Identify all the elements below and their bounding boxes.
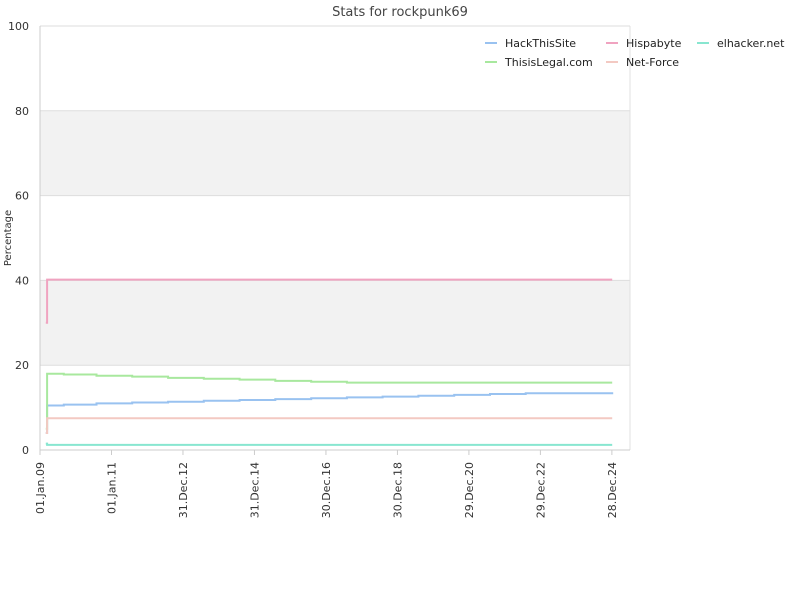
y-axis-label: Percentage: [3, 210, 14, 266]
legend-label: Net-Force: [626, 56, 679, 69]
x-tick-label: 30.Dec.16: [320, 462, 333, 518]
legend-label: HackThisSite: [505, 37, 576, 50]
legend-label: ThisisLegal.com: [504, 56, 593, 69]
series-line-hackthissite: [45, 392, 614, 434]
y-tick-label: 100: [8, 20, 29, 33]
series-line-hispabyte: [45, 278, 613, 324]
legend-label: elhacker.net: [717, 37, 785, 50]
x-tick-label: 31.Dec.12: [177, 462, 190, 518]
chart-title: Stats for rockpunk69: [332, 5, 468, 20]
grid-band: [40, 110, 630, 196]
series-line-thisislegal-com: [45, 372, 613, 430]
y-tick-label: 0: [22, 444, 29, 457]
x-tick-label: 31.Dec.14: [248, 462, 261, 518]
y-tick-label: 60: [15, 190, 29, 203]
y-tick-label: 20: [15, 359, 29, 372]
series-line-elhacker-net: [45, 442, 613, 446]
y-tick-label: 80: [15, 105, 29, 118]
x-tick-label: 01.Jan.11: [105, 462, 118, 514]
grid-band: [40, 280, 630, 366]
x-tick-label: 01.Jan.09: [34, 462, 47, 514]
x-tick-label: 29.Dec.22: [534, 462, 547, 518]
x-tick-label: 30.Dec.18: [391, 462, 404, 518]
x-tick-label: 28.Dec.24: [606, 462, 619, 518]
y-tick-label: 40: [15, 274, 29, 287]
series-line-net-force: [45, 417, 613, 434]
x-tick-label: 29.Dec.20: [463, 462, 476, 518]
legend-label: Hispabyte: [626, 37, 682, 50]
